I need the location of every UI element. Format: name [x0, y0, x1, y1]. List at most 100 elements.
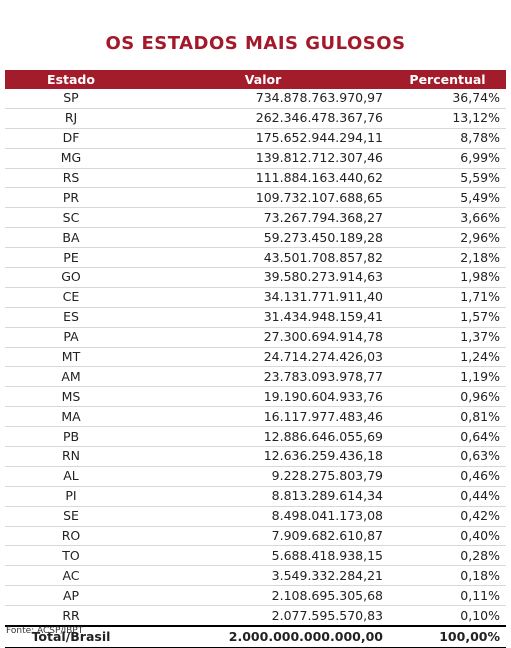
table-cell: 0,28%	[389, 545, 506, 567]
table-cell: 0,10%	[389, 605, 506, 627]
table-cell: MT	[5, 347, 137, 368]
table-row: AP 2.108.695.305,68 0,11%	[5, 585, 506, 607]
table-cell: 39.580.273.914,63	[137, 267, 389, 288]
table-cell: 0,64%	[389, 426, 506, 448]
table-row: SC 73.267.794.368,27 3,66%	[5, 207, 506, 229]
table-cell: PR	[5, 187, 137, 209]
table-cell: 1,98%	[389, 267, 506, 288]
table-row: PE 43.501.708.857,82 2,18%	[5, 247, 506, 269]
source: Fonte: ACSP/IBPT	[6, 626, 84, 636]
table-cell: 9.228.275.803,79	[137, 466, 389, 487]
table-cell: AC	[5, 565, 137, 587]
table-cell: RO	[5, 526, 137, 547]
table-row: PA 27.300.694.914,78 1,37%	[5, 327, 506, 348]
table-cell: 5,49%	[389, 187, 506, 209]
table-cell: 5.688.418.938,15	[137, 545, 389, 567]
table-row: MA 16.117.977.483,46 0,81%	[5, 406, 506, 428]
table-cell: BA	[5, 227, 137, 249]
table-cell: 1,57%	[389, 307, 506, 328]
table-cell: TO	[5, 545, 137, 567]
table-cell: 2.108.695.305,68	[137, 585, 389, 607]
table-cell: DF	[5, 128, 137, 149]
header-cell: Valor	[137, 70, 389, 89]
table-row: ES 31.434.948.159,41 1,57%	[5, 307, 506, 328]
table-cell: 175.652.944.294,11	[137, 128, 389, 149]
table-cell: AP	[5, 585, 137, 607]
table-cell: 12.886.646.055,69	[137, 426, 389, 448]
table-cell: 1,71%	[389, 287, 506, 308]
table-cell: 139.812.712.307,46	[137, 148, 389, 169]
table-cell: 0,44%	[389, 486, 506, 507]
table-cell: 24.714.274.426,03	[137, 347, 389, 368]
table-cell: 0,40%	[389, 526, 506, 547]
table-cell: RN	[5, 446, 137, 467]
table-cell: 1,24%	[389, 347, 506, 368]
table-cell: 59.273.450.189,28	[137, 227, 389, 249]
data-table: Estado Valor Percentual SP 734.878.763.97…	[5, 70, 506, 648]
table-cell: 1,37%	[389, 327, 506, 348]
table-cell: 111.884.163.440,62	[137, 168, 389, 189]
table-cell: 34.131.771.911,40	[137, 287, 389, 308]
table-cell: 5,59%	[389, 168, 506, 189]
table-cell: 7.909.682.610,87	[137, 526, 389, 547]
table-cell: 16.117.977.483,46	[137, 406, 389, 428]
table-cell: 2,96%	[389, 227, 506, 249]
table-cell: PE	[5, 247, 137, 269]
table-cell: MS	[5, 386, 137, 408]
table-cell: 2,18%	[389, 247, 506, 269]
table-row: MT 24.714.274.426,03 1,24%	[5, 347, 506, 368]
table-cell: 0,96%	[389, 386, 506, 408]
table-cell: MA	[5, 406, 137, 428]
table-cell: SE	[5, 506, 137, 527]
total-cell: 100,00%	[389, 625, 506, 648]
table-row: AM 23.783.093.978,77 1,19%	[5, 366, 506, 388]
table-cell: RJ	[5, 108, 137, 129]
table-cell: 0,42%	[389, 506, 506, 527]
table-row: DF 175.652.944.294,11 8,78%	[5, 128, 506, 149]
table-row: MG 139.812.712.307,46 6,99%	[5, 148, 506, 169]
table-cell: PA	[5, 327, 137, 348]
table-cell: 2.077.595.570,83	[137, 605, 389, 627]
table-cell: 8.498.041.173,08	[137, 506, 389, 527]
table-row: RO 7.909.682.610,87 0,40%	[5, 526, 506, 547]
title: OS ESTADOS MAIS GULOSOS	[105, 33, 406, 54]
table-row: RR 2.077.595.570,83 0,10%	[5, 605, 506, 627]
table-cell: PI	[5, 486, 137, 507]
table-cell: 0,11%	[389, 585, 506, 607]
table-cell: 109.732.107.688,65	[137, 187, 389, 209]
table-cell: MG	[5, 148, 137, 169]
table-cell: ES	[5, 307, 137, 328]
table-row: RN 12.636.259.436,18 0,63%	[5, 446, 506, 467]
table-cell: 13,12%	[389, 108, 506, 129]
table-cell: 3.549.332.284,21	[137, 565, 389, 587]
table-cell: CE	[5, 287, 137, 308]
table-cell: SP	[5, 89, 137, 109]
table-cell: 23.783.093.978,77	[137, 366, 389, 388]
table-cell: 6,99%	[389, 148, 506, 169]
header-cell: Estado	[5, 70, 137, 89]
table-row: PB 12.886.646.055,69 0,64%	[5, 426, 506, 448]
table-cell: 3,66%	[389, 207, 506, 229]
table-row: PI 8.813.289.614,34 0,44%	[5, 486, 506, 507]
table-row: TO 5.688.418.938,15 0,28%	[5, 545, 506, 567]
table-cell: 8.813.289.614,34	[137, 486, 389, 507]
table-cell: 0,18%	[389, 565, 506, 587]
table-cell: GO	[5, 267, 137, 288]
table-cell: 262.346.478.367,76	[137, 108, 389, 129]
header-row: Estado Valor Percentual	[5, 70, 506, 89]
table-cell: AL	[5, 466, 137, 487]
table-cell: 0,63%	[389, 446, 506, 467]
table-cell: RS	[5, 168, 137, 189]
table-cell: PB	[5, 426, 137, 448]
table-row: RJ 262.346.478.367,76 13,12%	[5, 108, 506, 129]
table-cell: 0,81%	[389, 406, 506, 428]
table-row: CE 34.131.771.911,40 1,71%	[5, 287, 506, 308]
table-row: GO 39.580.273.914,63 1,98%	[5, 267, 506, 288]
table-cell: 36,74%	[389, 89, 506, 109]
total-cell: 2.000.000.000.000,00	[137, 625, 389, 648]
table-cell: 12.636.259.436,18	[137, 446, 389, 467]
table-row: AC 3.549.332.284,21 0,18%	[5, 565, 506, 587]
table-row: SE 8.498.041.173,08 0,42%	[5, 506, 506, 527]
table-row: AL 9.228.275.803,79 0,46%	[5, 466, 506, 487]
